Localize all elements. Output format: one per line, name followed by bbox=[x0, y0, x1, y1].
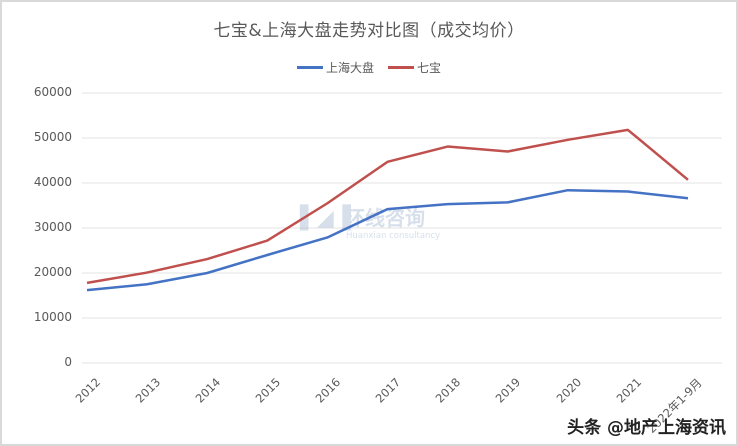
svg-text:Huanxian consultancy: Huanxian consultancy bbox=[346, 231, 440, 241]
y-tick-label: 0 bbox=[64, 355, 72, 369]
y-tick-label: 60000 bbox=[33, 85, 72, 99]
legend-label: 七宝 bbox=[417, 61, 442, 75]
legend-item-qibao: 七宝 bbox=[388, 59, 441, 76]
gridlines bbox=[82, 92, 722, 364]
y-tick-label: 20000 bbox=[33, 265, 72, 279]
legend-label: 上海大盘 bbox=[325, 61, 374, 75]
series-line bbox=[86, 128, 689, 285]
series-line bbox=[86, 188, 689, 292]
legend-swatch-red bbox=[388, 66, 414, 69]
legend-item-shanghai: 上海大盘 bbox=[296, 59, 374, 76]
chart-legend: 上海大盘 七宝 bbox=[0, 59, 738, 76]
y-tick-label: 50000 bbox=[33, 130, 72, 144]
source-credit: 头条 @地产上海资讯 bbox=[567, 418, 726, 438]
y-tick-label: 40000 bbox=[33, 175, 72, 189]
legend-swatch-blue bbox=[296, 66, 323, 69]
y-tick-label: 30000 bbox=[33, 220, 72, 234]
svg-text:▌◢▐: ▌◢▐ bbox=[299, 204, 352, 231]
watermark: ▌◢▐ 环线咨询 Huanxian consultancy bbox=[299, 204, 440, 241]
chart-title: 七宝&上海大盘走势对比图（成交均价） bbox=[213, 21, 525, 41]
y-tick-label: 10000 bbox=[33, 310, 72, 324]
series-lines bbox=[86, 128, 689, 292]
